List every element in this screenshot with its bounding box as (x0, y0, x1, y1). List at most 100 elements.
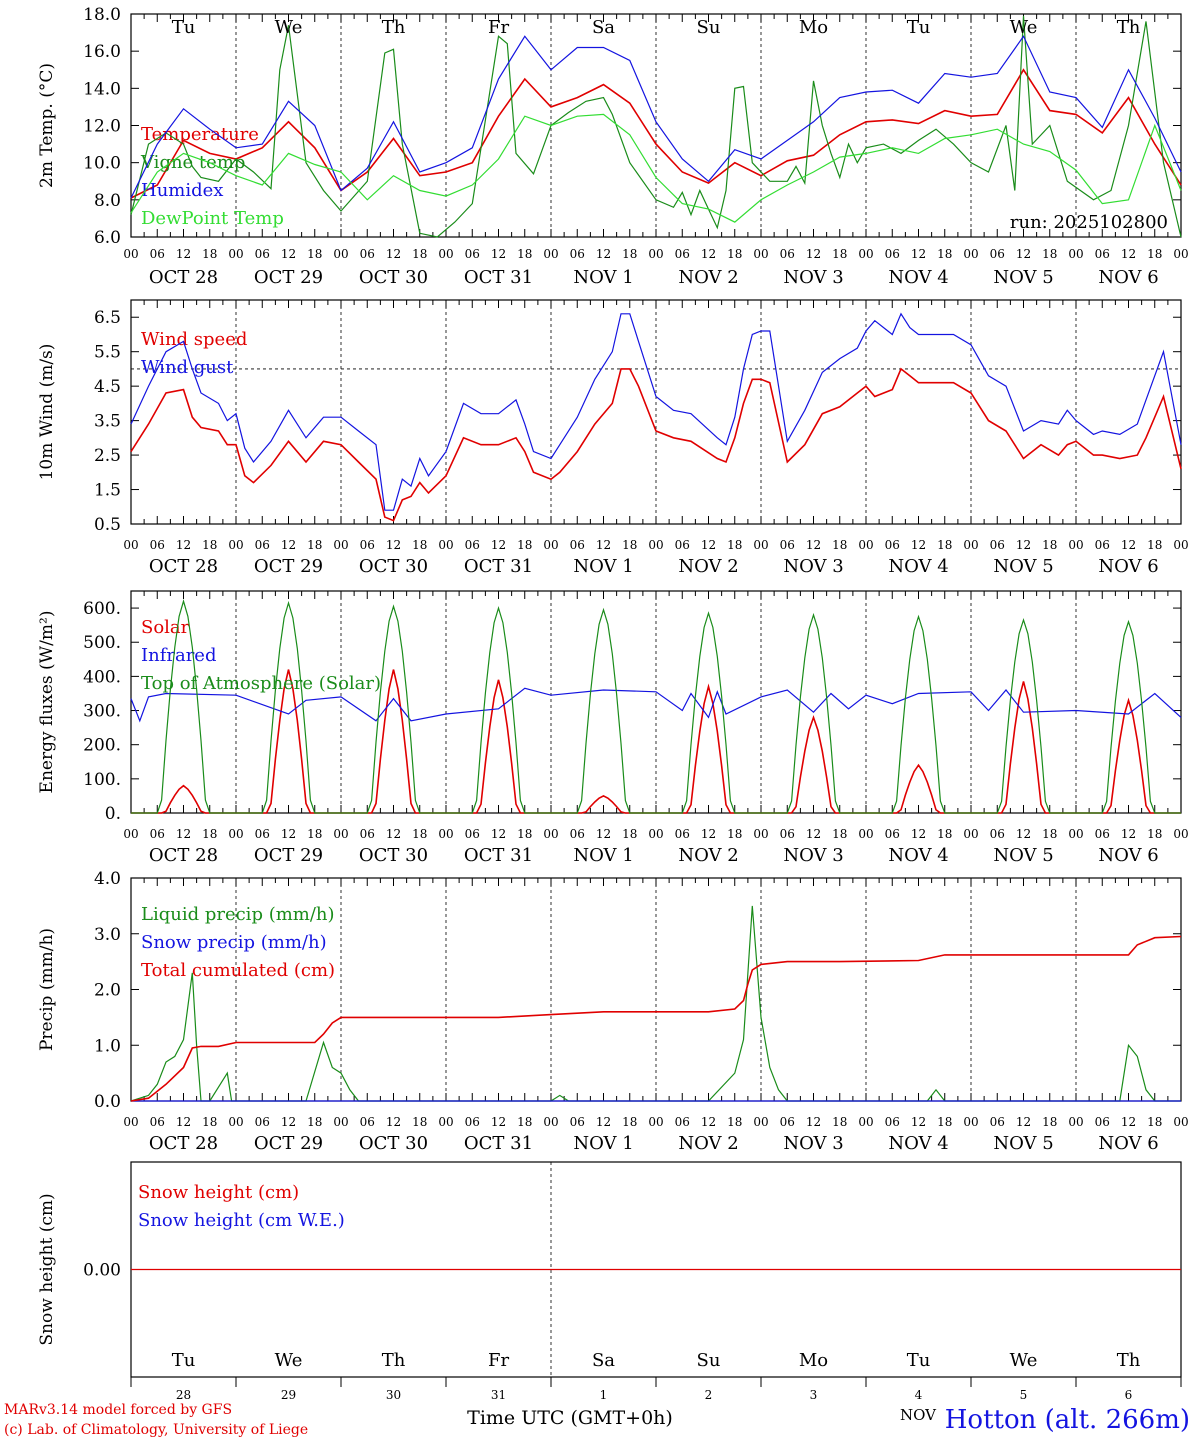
date-label: NOV 1 (573, 556, 633, 577)
hour-label: 06 (570, 827, 585, 841)
legend-entry: Total cumulated (cm) (141, 960, 335, 981)
plot-frame (130, 299, 1182, 525)
day-of-week-label: Th (382, 17, 406, 38)
date-label: NOV 2 (678, 1133, 738, 1154)
hour-label: 06 (360, 1115, 375, 1129)
hour-label: 06 (255, 1115, 270, 1129)
hour-label: 12 (386, 827, 401, 841)
hour-label: 06 (255, 538, 270, 552)
y-tick-label: 200. (83, 736, 121, 756)
date-label: NOV 6 (1098, 845, 1158, 866)
date-label: NOV 4 (888, 845, 948, 866)
hour-label: 06 (990, 538, 1005, 552)
day-of-week-label: Tu (907, 1350, 931, 1371)
hour-label: 18 (937, 247, 952, 261)
hour-label: 06 (360, 538, 375, 552)
day-of-week-label: Su (697, 1350, 721, 1371)
y-tick-label: 0.0 (94, 1092, 121, 1112)
hour-label: 18 (832, 1115, 847, 1129)
hour-label: 00 (438, 827, 453, 841)
date-label: OCT 31 (464, 1133, 533, 1154)
date-label: NOV 4 (888, 1133, 948, 1154)
legend-entry: Snow height (cm W.E.) (138, 1210, 345, 1231)
legend-entry: Snow precip (mm/h) (141, 932, 327, 953)
hour-label: 18 (832, 247, 847, 261)
hour-label: 18 (622, 247, 637, 261)
hour-label: 12 (596, 538, 611, 552)
date-label: NOV 3 (783, 845, 843, 866)
y-tick-label: 300. (83, 702, 121, 722)
hour-label: 06 (150, 1115, 165, 1129)
hour-label: 06 (255, 827, 270, 841)
hour-label: 00 (123, 827, 138, 841)
hour-label: 18 (517, 1115, 532, 1129)
hour-label: 18 (937, 538, 952, 552)
hour-label: 00 (228, 538, 243, 552)
hour-label: 06 (675, 827, 690, 841)
hour-label: 12 (386, 247, 401, 261)
series-line-wind-speed (130, 367, 1182, 522)
date-label: OCT 31 (464, 845, 533, 866)
hour-label: 00 (1068, 247, 1083, 261)
series-line-wind-gust (130, 312, 1182, 511)
hour-label: 06 (150, 538, 165, 552)
day-of-week-label: Th (382, 1350, 406, 1371)
y-tick-label: 12.0 (83, 117, 121, 137)
hour-label: 00 (543, 247, 558, 261)
plot-frame (130, 13, 1182, 238)
date-label: NOV 3 (783, 267, 843, 288)
hour-label: 18 (202, 538, 217, 552)
legend-entry: Wind speed (141, 329, 247, 350)
hour-label: 18 (307, 827, 322, 841)
hour-label: 12 (1121, 827, 1136, 841)
hour-label: 00 (963, 538, 978, 552)
hour-label: 06 (885, 247, 900, 261)
hour-label: 18 (1147, 1115, 1162, 1129)
day-of-week-label: Sa (592, 17, 615, 38)
hour-label: 00 (438, 247, 453, 261)
date-label: NOV 1 (573, 845, 633, 866)
date-label: NOV 6 (1098, 1133, 1158, 1154)
day-of-week-label: Tu (172, 17, 196, 38)
hour-label: 12 (701, 827, 716, 841)
legend-entry: Top of Atmosphere (Solar) (141, 673, 381, 694)
hour-label: 12 (911, 538, 926, 552)
date-label: NOV 4 (888, 267, 948, 288)
day-of-week-label: Th (1117, 17, 1141, 38)
series-line-top-of-atmosphere-solar (131, 599, 1181, 814)
hour-label: 00 (1173, 827, 1188, 841)
day-of-week-label: Sa (592, 1350, 615, 1371)
y-tick-label: 14.0 (83, 79, 121, 99)
hour-label: 06 (1095, 247, 1110, 261)
date-label: OCT 30 (359, 556, 428, 577)
series-line-vigne-temp (130, 15, 1182, 238)
hour-label: 12 (806, 538, 821, 552)
date-label: OCT 29 (254, 267, 323, 288)
hour-label: 06 (885, 827, 900, 841)
hour-label: 00 (123, 538, 138, 552)
hour-label: 06 (570, 1115, 585, 1129)
hour-label: 12 (491, 538, 506, 552)
legend-entry: Snow height (cm) (138, 1182, 299, 1203)
legend-entry: Wind gust (141, 357, 234, 378)
y-tick-label: 6.5 (94, 308, 121, 328)
y-tick-label: 400. (83, 667, 121, 687)
hour-label: 00 (438, 538, 453, 552)
day-number-label: 2 (705, 1388, 713, 1402)
hour-label: 06 (150, 247, 165, 261)
hour-label: 12 (596, 1115, 611, 1129)
hour-label: 18 (307, 1115, 322, 1129)
y-tick-label: 3.5 (94, 412, 121, 432)
y-tick-label: 4.0 (94, 869, 121, 889)
date-label: OCT 29 (254, 845, 323, 866)
model-credit: MARv3.14 model forced by GFS (4, 1402, 232, 1418)
hour-label: 06 (465, 247, 480, 261)
hour-label: 18 (1147, 827, 1162, 841)
date-label: OCT 31 (464, 556, 533, 577)
y-tick-label: 2.0 (94, 981, 121, 1001)
hour-label: 18 (937, 1115, 952, 1129)
hour-label: 00 (1173, 538, 1188, 552)
hour-label: 12 (176, 247, 191, 261)
hour-label: 12 (806, 1115, 821, 1129)
precip-panel: 0.0 1.0 2.0 3.0 4.0 Precip (mm/h) Liquid preci… (37, 869, 1189, 1154)
